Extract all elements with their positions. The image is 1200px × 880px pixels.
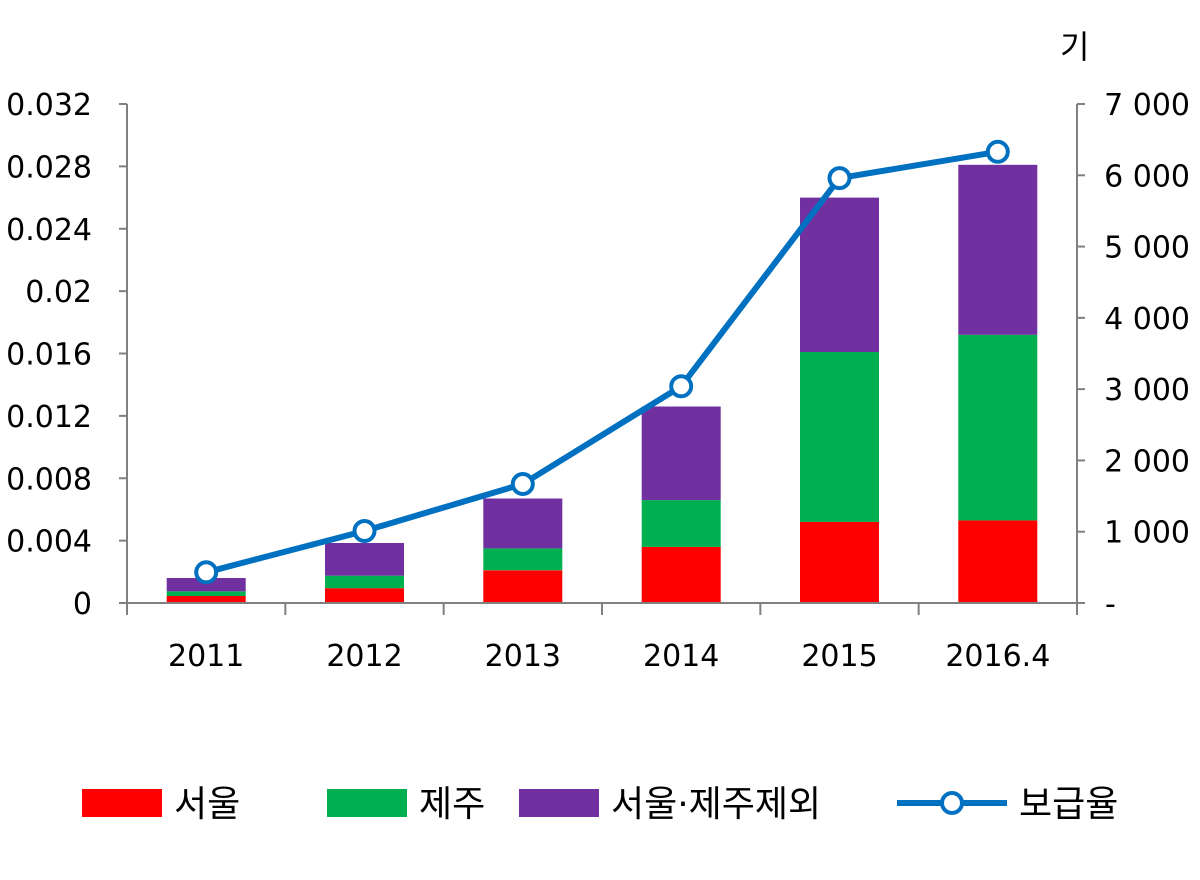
bar-segment-2-6 — [958, 334, 1038, 521]
bar-segment-1-3 — [483, 570, 563, 603]
bar-segment-1-6 — [958, 520, 1038, 603]
line-point-4 — [669, 374, 694, 399]
left-tick-label: 0.024 — [6, 213, 92, 248]
series-line — [205, 148, 999, 576]
left-tick-label: 0 — [73, 587, 92, 622]
legend-label-4: 보급율 — [1019, 784, 1118, 825]
bar-segment-2-5 — [800, 351, 879, 522]
x-tick-label: 2012 — [326, 639, 402, 674]
right-tick-label: 7 000 — [1104, 88, 1190, 123]
legend-swatch-1 — [82, 789, 162, 817]
legend-swatch-3 — [519, 789, 599, 817]
right-tick-label: 4 000 — [1104, 302, 1190, 337]
legend-label-2: 제주 — [419, 784, 485, 825]
line-point-5 — [827, 166, 852, 191]
right-tick-label: 2 000 — [1104, 444, 1190, 479]
bar-segment-3-2 — [325, 543, 404, 576]
line-point-3 — [510, 472, 535, 496]
bar-segment-1-1 — [166, 596, 246, 603]
legend-swatch-2 — [327, 789, 407, 817]
bar-segment-3-3 — [483, 498, 563, 549]
bar-segment-3-4 — [641, 406, 721, 501]
left-tick-label: 0.004 — [6, 525, 92, 560]
legend: 서울 제주 서울·제주제외 보급율 — [82, 784, 1118, 825]
tick-labels: 0 0.004 0.008 0.012 0.016 0.02 0.024 0.028 0.032… — [6, 88, 1190, 674]
legend-label-3: 서울·제주제외 — [611, 784, 821, 825]
bar-segment-1-4 — [641, 546, 721, 603]
line-layer — [194, 139, 1010, 585]
left-tick-label: 0.012 — [6, 400, 92, 435]
x-tick-label: 2013 — [485, 639, 561, 674]
bar-layer — [166, 164, 1038, 603]
axes — [119, 103, 1085, 615]
bar-segment-1-2 — [325, 588, 404, 603]
right-axis-unit: 기 — [1060, 28, 1089, 66]
line-point-6 — [985, 139, 1010, 164]
right-tick-label: 5 000 — [1104, 231, 1190, 266]
right-tick-label: - — [1105, 587, 1116, 622]
bar-segment-3-1 — [166, 578, 246, 592]
right-tick-label: 3 000 — [1104, 373, 1190, 408]
left-tick-label: 0.016 — [6, 338, 92, 373]
x-tick-label: 2014 — [643, 639, 719, 674]
left-tick-label: 0.032 — [6, 88, 92, 123]
bar-segment-3-5 — [800, 197, 879, 352]
bar-segment-1-5 — [800, 521, 879, 603]
x-tick-label: 2011 — [168, 639, 244, 674]
left-tick-label: 0.028 — [6, 150, 92, 185]
right-tick-label: 6 000 — [1104, 159, 1190, 194]
left-tick-label: 0.02 — [25, 275, 92, 310]
bar-segment-2-1 — [166, 591, 246, 596]
legend-label-1: 서울 — [174, 784, 240, 825]
right-tick-label: 1 000 — [1104, 516, 1190, 551]
bar-segment-2-3 — [483, 548, 563, 571]
bar-segment-2-2 — [325, 575, 404, 589]
line-point-2 — [352, 519, 377, 543]
x-tick-label: 2015 — [801, 639, 877, 674]
bar-segment-3-6 — [958, 164, 1038, 335]
left-tick-label: 0.008 — [6, 462, 92, 497]
legend-marker-4 — [940, 791, 964, 815]
bar-segment-2-4 — [641, 500, 721, 547]
line-point-1 — [194, 560, 219, 585]
x-tick-label: 2016.4 — [945, 639, 1050, 674]
